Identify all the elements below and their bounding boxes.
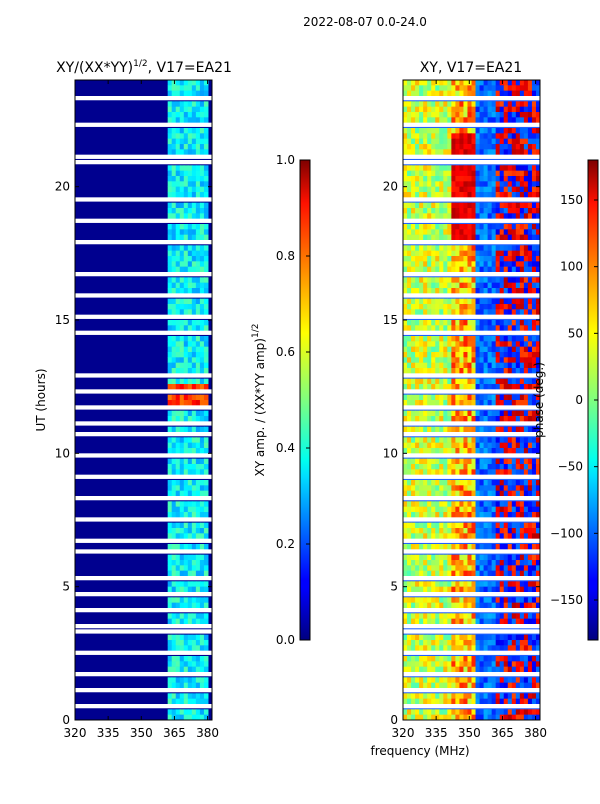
xtick-label: 380 [524,726,547,740]
colorbar-tick-label: 0.6 [276,345,295,359]
ytick-label: 10 [383,446,398,460]
colorbar-tick-label: 0.0 [276,633,295,647]
phase-colorbar: −150 −100 −50 0 50 100 150 phase (deg.) [532,159,599,641]
ytick-label: 15 [55,313,70,327]
amplitude-ticks: 320 335 350 365 380 0 5 10 15 20 [55,80,219,740]
xtick-label: 335 [97,726,120,740]
colorbar-tick-label: 50 [568,326,583,340]
amplitude-colorbar-label: XY amp. / (XX*YY amp)1/2 [251,324,267,477]
phase-ticks: 320 335 350 365 380 0 5 10 15 20 [383,80,547,740]
ytick-label: 20 [383,180,398,194]
amplitude-colorbar-ticks: 0.0 0.2 0.4 0.6 0.8 1.0 [276,153,310,647]
colorbar-tick-label: −50 [558,460,583,474]
ytick-label: 0 [390,713,398,727]
ytick-label: 5 [62,580,70,594]
xtick-label: 365 [163,726,186,740]
ytick-label: 10 [55,446,70,460]
ytick-label: 15 [383,313,398,327]
ytick-label: 0 [62,713,70,727]
ytick-label: 20 [55,180,70,194]
colorbar-tick-label: 0 [575,393,583,407]
colorbar-tick-label: 0.8 [276,249,295,263]
colorbar-tick-label: −150 [550,593,583,607]
phase-colorbar-ticks: −150 −100 −50 0 50 100 150 [550,193,598,607]
xtick-label: 365 [491,726,514,740]
amplitude-panel: XY/(XX*YY)1/2, V17=EA21 320 335 350 365 380 0… [34,59,232,740]
phase-xlabel: frequency (MHz) [370,744,469,758]
phase-heatmap [403,80,540,720]
amplitude-heatmap [75,80,212,720]
phase-panel-title: XY, V17=EA21 [420,60,522,76]
xtick-label: 320 [64,726,87,740]
xtick-label: 380 [196,726,219,740]
amplitude-colorbar: 0.0 0.2 0.4 0.6 0.8 1.0 XY amp. / (XX*YY amp)… [251,153,311,647]
figure-title: 2022-08-07 0.0-24.0 [303,15,427,29]
amplitude-panel-title: XY/(XX*YY)1/2, V17=EA21 [56,59,232,76]
phase-colorbar-label: phase (deg.) [532,362,546,438]
amplitude-axes-frame [74,79,213,721]
colorbar-tick-label: 0.2 [276,537,295,551]
xtick-label: 320 [392,726,415,740]
colorbar-tick-label: 1.0 [276,153,295,167]
colorbar-tick-label: −100 [550,526,583,540]
amplitude-ylabel: UT (hours) [34,368,48,431]
phase-axes-frame [402,79,541,721]
colorbar-tick-label: 150 [560,193,583,207]
xtick-label: 350 [130,726,153,740]
colorbar-tick-label: 100 [560,260,583,274]
amplitude-colorbar-gradient [299,159,311,641]
colorbar-tick-label: 0.4 [276,441,295,455]
xtick-label: 350 [458,726,481,740]
ytick-label: 5 [390,580,398,594]
phase-panel: XY, V17=EA21 320 335 350 365 380 0 5 10 15 20 fre… [370,60,547,758]
xtick-label: 335 [425,726,448,740]
